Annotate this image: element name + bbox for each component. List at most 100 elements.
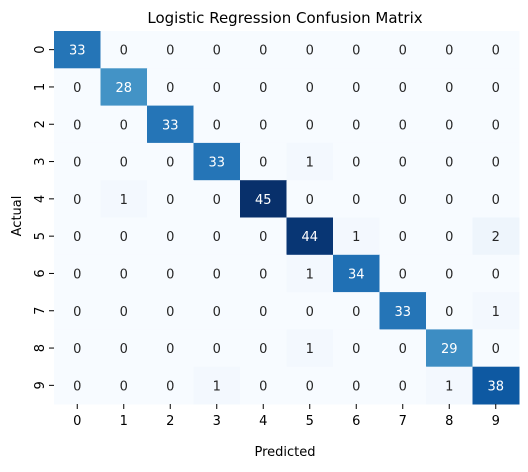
x-tick-label: 5 [306,414,314,429]
heatmap-cell [472,217,520,256]
cell-value-label: 45 [255,193,272,208]
heatmap-cell [240,292,287,330]
heatmap-cell [100,105,148,144]
heatmap-cell [426,105,473,144]
cell-value-label: 0 [120,342,128,357]
heatmap-cell [379,329,427,368]
heatmap-cell [379,31,427,69]
heatmap-cell [426,142,473,181]
cell-value-label: 0 [166,193,174,208]
heatmap-cell [193,142,241,181]
heatmap-cell [426,217,473,256]
heatmap-cell [286,31,334,69]
y-tick-label: 4 [33,195,48,203]
cell-value-label: 1 [492,305,500,320]
cell-value-label: 0 [445,44,453,59]
cell-value-label: 0 [445,118,453,133]
heatmap-cells [54,31,520,405]
cell-value-label: 0 [259,230,267,245]
heatmap-cell [147,142,194,181]
heatmap-cell [100,180,148,218]
cell-value-label: 33 [394,305,411,320]
cell-value-label: 33 [208,156,225,171]
cell-value-label: 0 [492,267,500,282]
cell-value-label: 0 [120,267,128,282]
cell-value-label: 0 [445,305,453,320]
y-tick-label: 6 [33,269,48,277]
heatmap-cell [286,142,334,181]
heatmap-cell [240,366,287,405]
heatmap-cell [333,180,380,218]
x-tick-label: 0 [73,414,81,429]
cell-value-label: 0 [73,118,81,133]
heatmap-cell [100,366,148,405]
cell-value-label: 0 [306,305,314,320]
heatmap-cell [379,142,427,181]
heatmap-cell [100,142,148,181]
y-tick-label: 0 [33,46,48,54]
heatmap-cell [472,105,520,144]
heatmap-cell [286,180,334,218]
cell-value-label: 0 [306,379,314,394]
heatmap-cell [472,68,520,107]
y-axis-label: Actual [10,196,25,237]
heatmap-cell [147,180,194,218]
heatmap-cell [240,105,287,144]
heatmap-cell [54,366,101,405]
heatmap-cell [54,105,101,144]
y-tick-label: 1 [33,83,48,91]
cell-value-label: 0 [399,118,407,133]
y-tick-label: 2 [33,120,48,128]
cell-value-label: 0 [73,81,81,96]
cell-value-label: 0 [213,118,221,133]
heatmap-cell [240,180,287,218]
cell-value-label: 0 [306,44,314,59]
heatmap-cell [240,254,287,293]
cell-value-label: 0 [259,81,267,96]
heatmap-cell [240,217,287,256]
cell-value-label: 0 [352,379,360,394]
heatmap-cell [54,292,101,330]
heatmap-cell [286,68,334,107]
cell-value-label: 0 [166,342,174,357]
heatmap-cell [193,329,241,368]
cell-value-label: 33 [162,118,179,133]
cell-value-label: 1 [213,379,221,394]
cell-value-label: 0 [492,156,500,171]
heatmap-cell [426,31,473,69]
cell-value-label: 0 [352,118,360,133]
cell-value-label: 44 [301,230,318,245]
heatmap-cell [426,180,473,218]
cell-value-label: 0 [399,156,407,171]
cell-value-label: 0 [445,156,453,171]
cell-value-label: 0 [492,342,500,357]
cell-value-label: 0 [492,118,500,133]
y-tick-label: 7 [33,307,48,315]
cell-value-label: 38 [487,379,504,394]
cell-value-label: 0 [213,193,221,208]
cell-value-label: 0 [120,118,128,133]
cell-value-label: 0 [352,305,360,320]
heatmap-cell [147,366,194,405]
cell-value-label: 0 [259,156,267,171]
cell-value-label: 2 [492,230,500,245]
cell-value-label: 0 [352,193,360,208]
cell-value-label: 0 [306,118,314,133]
x-tick-label: 4 [259,414,267,429]
heatmap-cell [147,105,194,144]
cell-value-label: 0 [399,379,407,394]
cell-value-label: 0 [73,156,81,171]
cell-value-label: 0 [120,230,128,245]
cell-value-label: 0 [352,342,360,357]
y-tick-label: 9 [33,381,48,389]
heatmap-cell [379,68,427,107]
heatmap-cell [193,292,241,330]
heatmap-cell [100,292,148,330]
heatmap-cell [193,217,241,256]
heatmap-cell [379,254,427,293]
y-tick-label: 5 [33,232,48,240]
chart-title: Logistic Regression Confusion Matrix [147,9,422,27]
cell-value-label: 0 [259,379,267,394]
cell-value-label: 0 [120,44,128,59]
cell-value-label: 0 [213,230,221,245]
